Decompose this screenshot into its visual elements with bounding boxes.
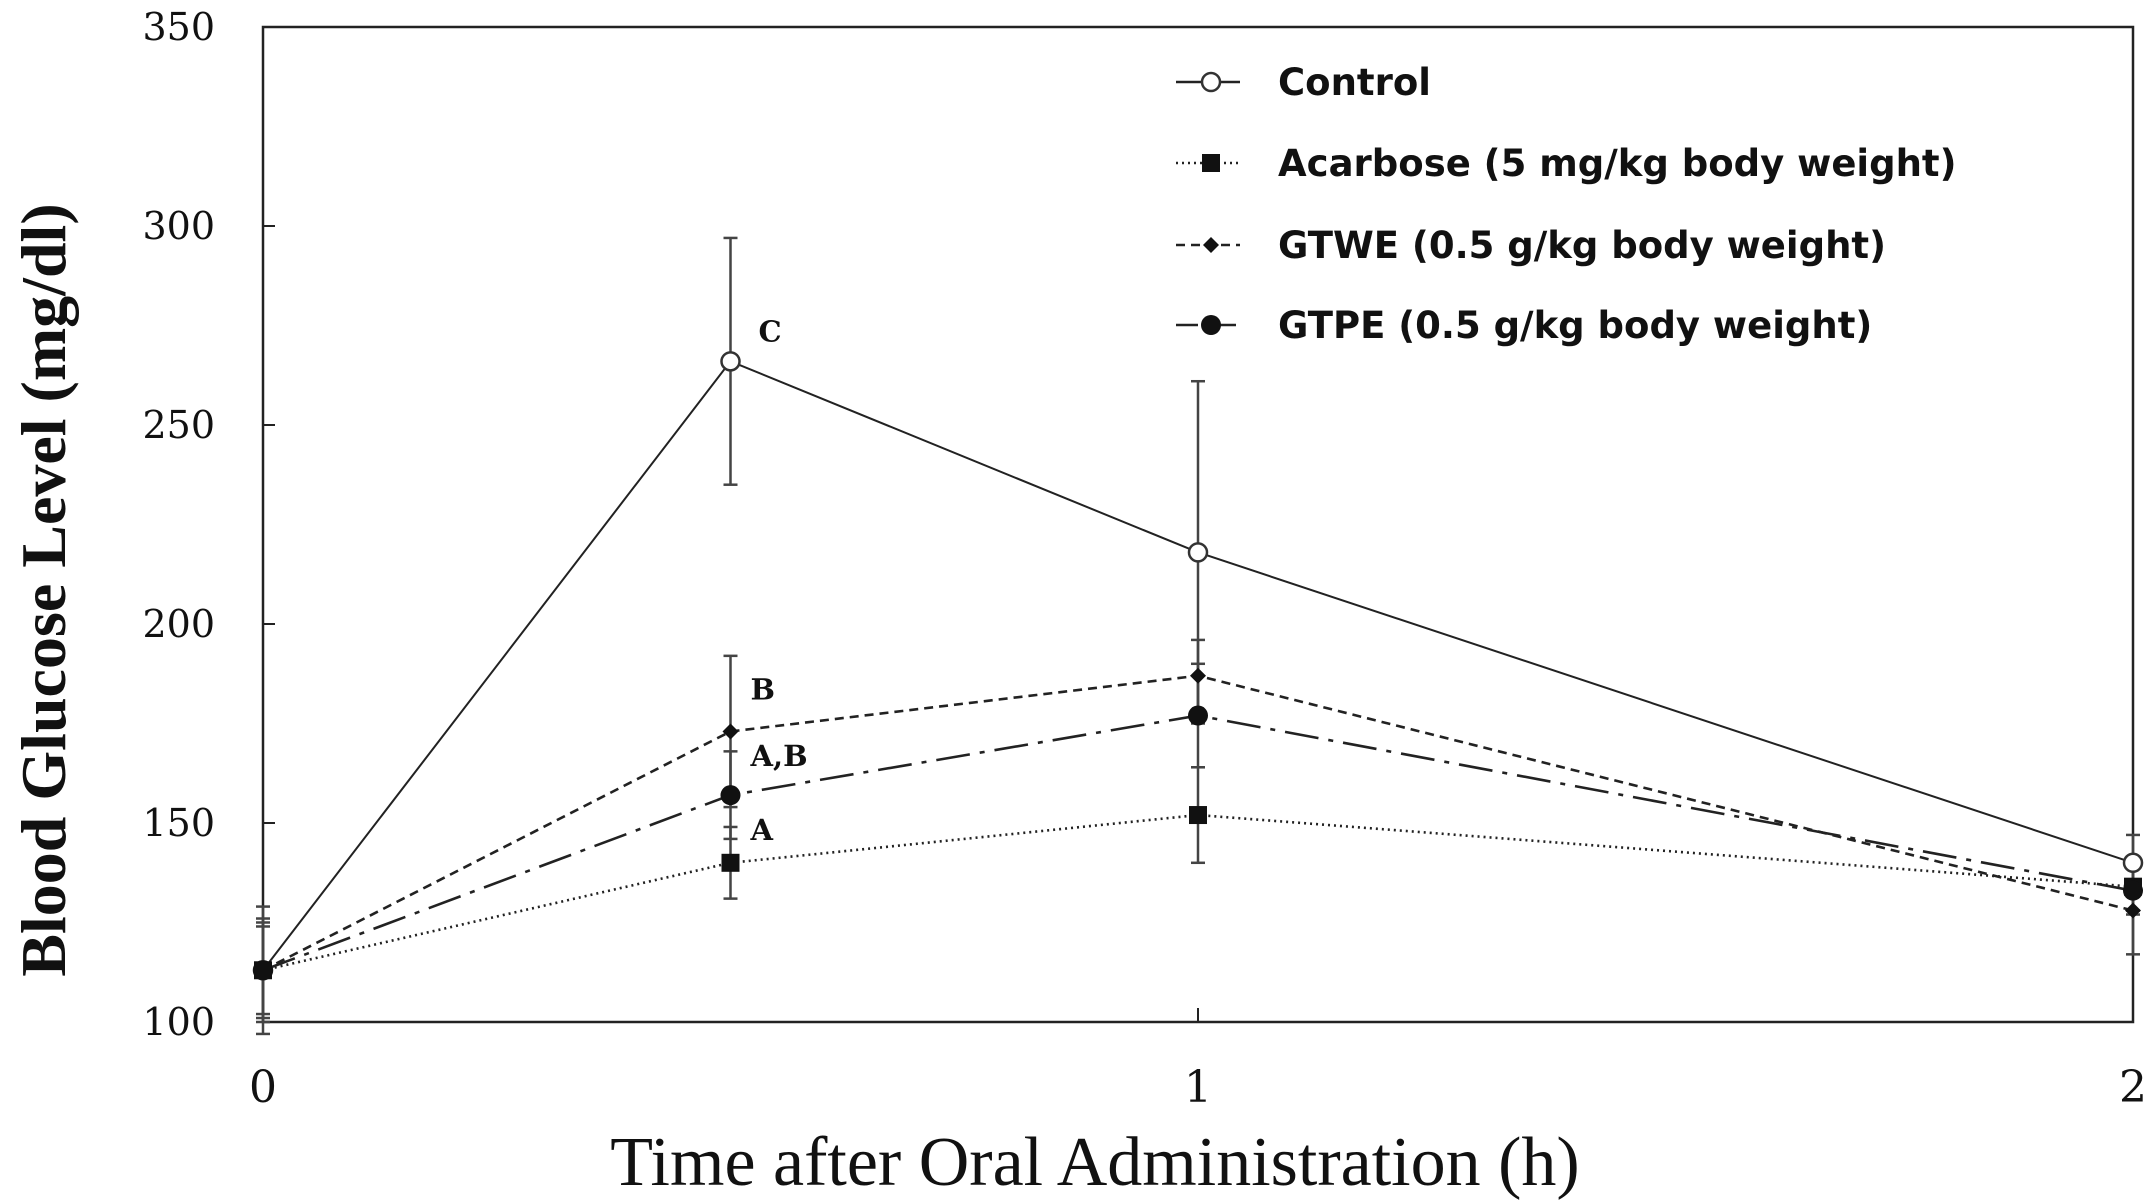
legend-label: GTWE (0.5 g/kg body weight) <box>1278 224 1886 267</box>
legend-label: Acarbose (5 mg/kg body weight) <box>1278 142 1957 185</box>
data-point-2 <box>721 853 740 872</box>
axes: 100 150 200 250 300 350 0 1 2 <box>142 5 2147 1113</box>
annotation-label: C <box>759 314 782 348</box>
x-tick-label: 0 <box>249 1062 277 1113</box>
series-line-3 <box>262 674 2134 972</box>
data-point-4 <box>1201 315 1221 335</box>
y-tick-label: 350 <box>142 5 215 49</box>
data-point-1 <box>1200 71 1222 93</box>
y-axis-label: Blood Glucose Level (mg/dl) <box>8 203 79 976</box>
legend-item-1: Control <box>1176 61 1431 104</box>
x-tick-label: 1 <box>1184 1062 1212 1113</box>
data-point-3 <box>1203 237 1219 253</box>
legend: Control Acarbose (5 mg/kg body weight) GTW… <box>1176 61 1957 347</box>
annotation-label: A,B <box>750 739 808 773</box>
annotation-label: B <box>751 672 776 706</box>
data-point-1 <box>720 351 741 372</box>
x-axis-label: Time after Oral Administration (h) <box>610 1124 1579 1201</box>
data-point-3 <box>1190 667 1206 684</box>
annotation-label: A <box>750 813 774 847</box>
legend-item-3: GTWE (0.5 g/kg body weight) <box>1176 224 1886 267</box>
data-point-3 <box>2125 902 2141 919</box>
legend-item-4: GTPE (0.5 g/kg body weight) <box>1176 304 1872 347</box>
x-tick-label: 2 <box>2119 1062 2147 1113</box>
y-tick-label: 200 <box>142 602 215 646</box>
y-tick-label: 300 <box>142 204 215 248</box>
data-point-1 <box>2122 852 2144 874</box>
y-tick-label: 250 <box>142 403 215 447</box>
data-point-4 <box>1188 705 1208 726</box>
y-tick-label: 100 <box>142 1000 215 1044</box>
data-point-3 <box>722 723 739 740</box>
series-line-4 <box>262 714 2134 972</box>
data-point-4 <box>720 785 741 806</box>
data-point-2 <box>1202 154 1220 172</box>
series-lines <box>256 236 2140 1036</box>
data-point-4 <box>253 960 273 981</box>
legend-label: Control <box>1278 61 1431 104</box>
data-point-2 <box>1189 806 1207 825</box>
significance-annotations: C B A,B A <box>750 314 808 846</box>
series-line-2 <box>262 813 2134 972</box>
y-tick-label: 150 <box>142 801 215 845</box>
data-point-4 <box>2123 880 2143 901</box>
series-line-1 <box>262 360 2134 971</box>
series-markers <box>252 351 2144 981</box>
legend-label: GTPE (0.5 g/kg body weight) <box>1278 304 1872 347</box>
legend-item-2: Acarbose (5 mg/kg body weight) <box>1176 142 1957 185</box>
data-point-1 <box>1187 542 1209 563</box>
